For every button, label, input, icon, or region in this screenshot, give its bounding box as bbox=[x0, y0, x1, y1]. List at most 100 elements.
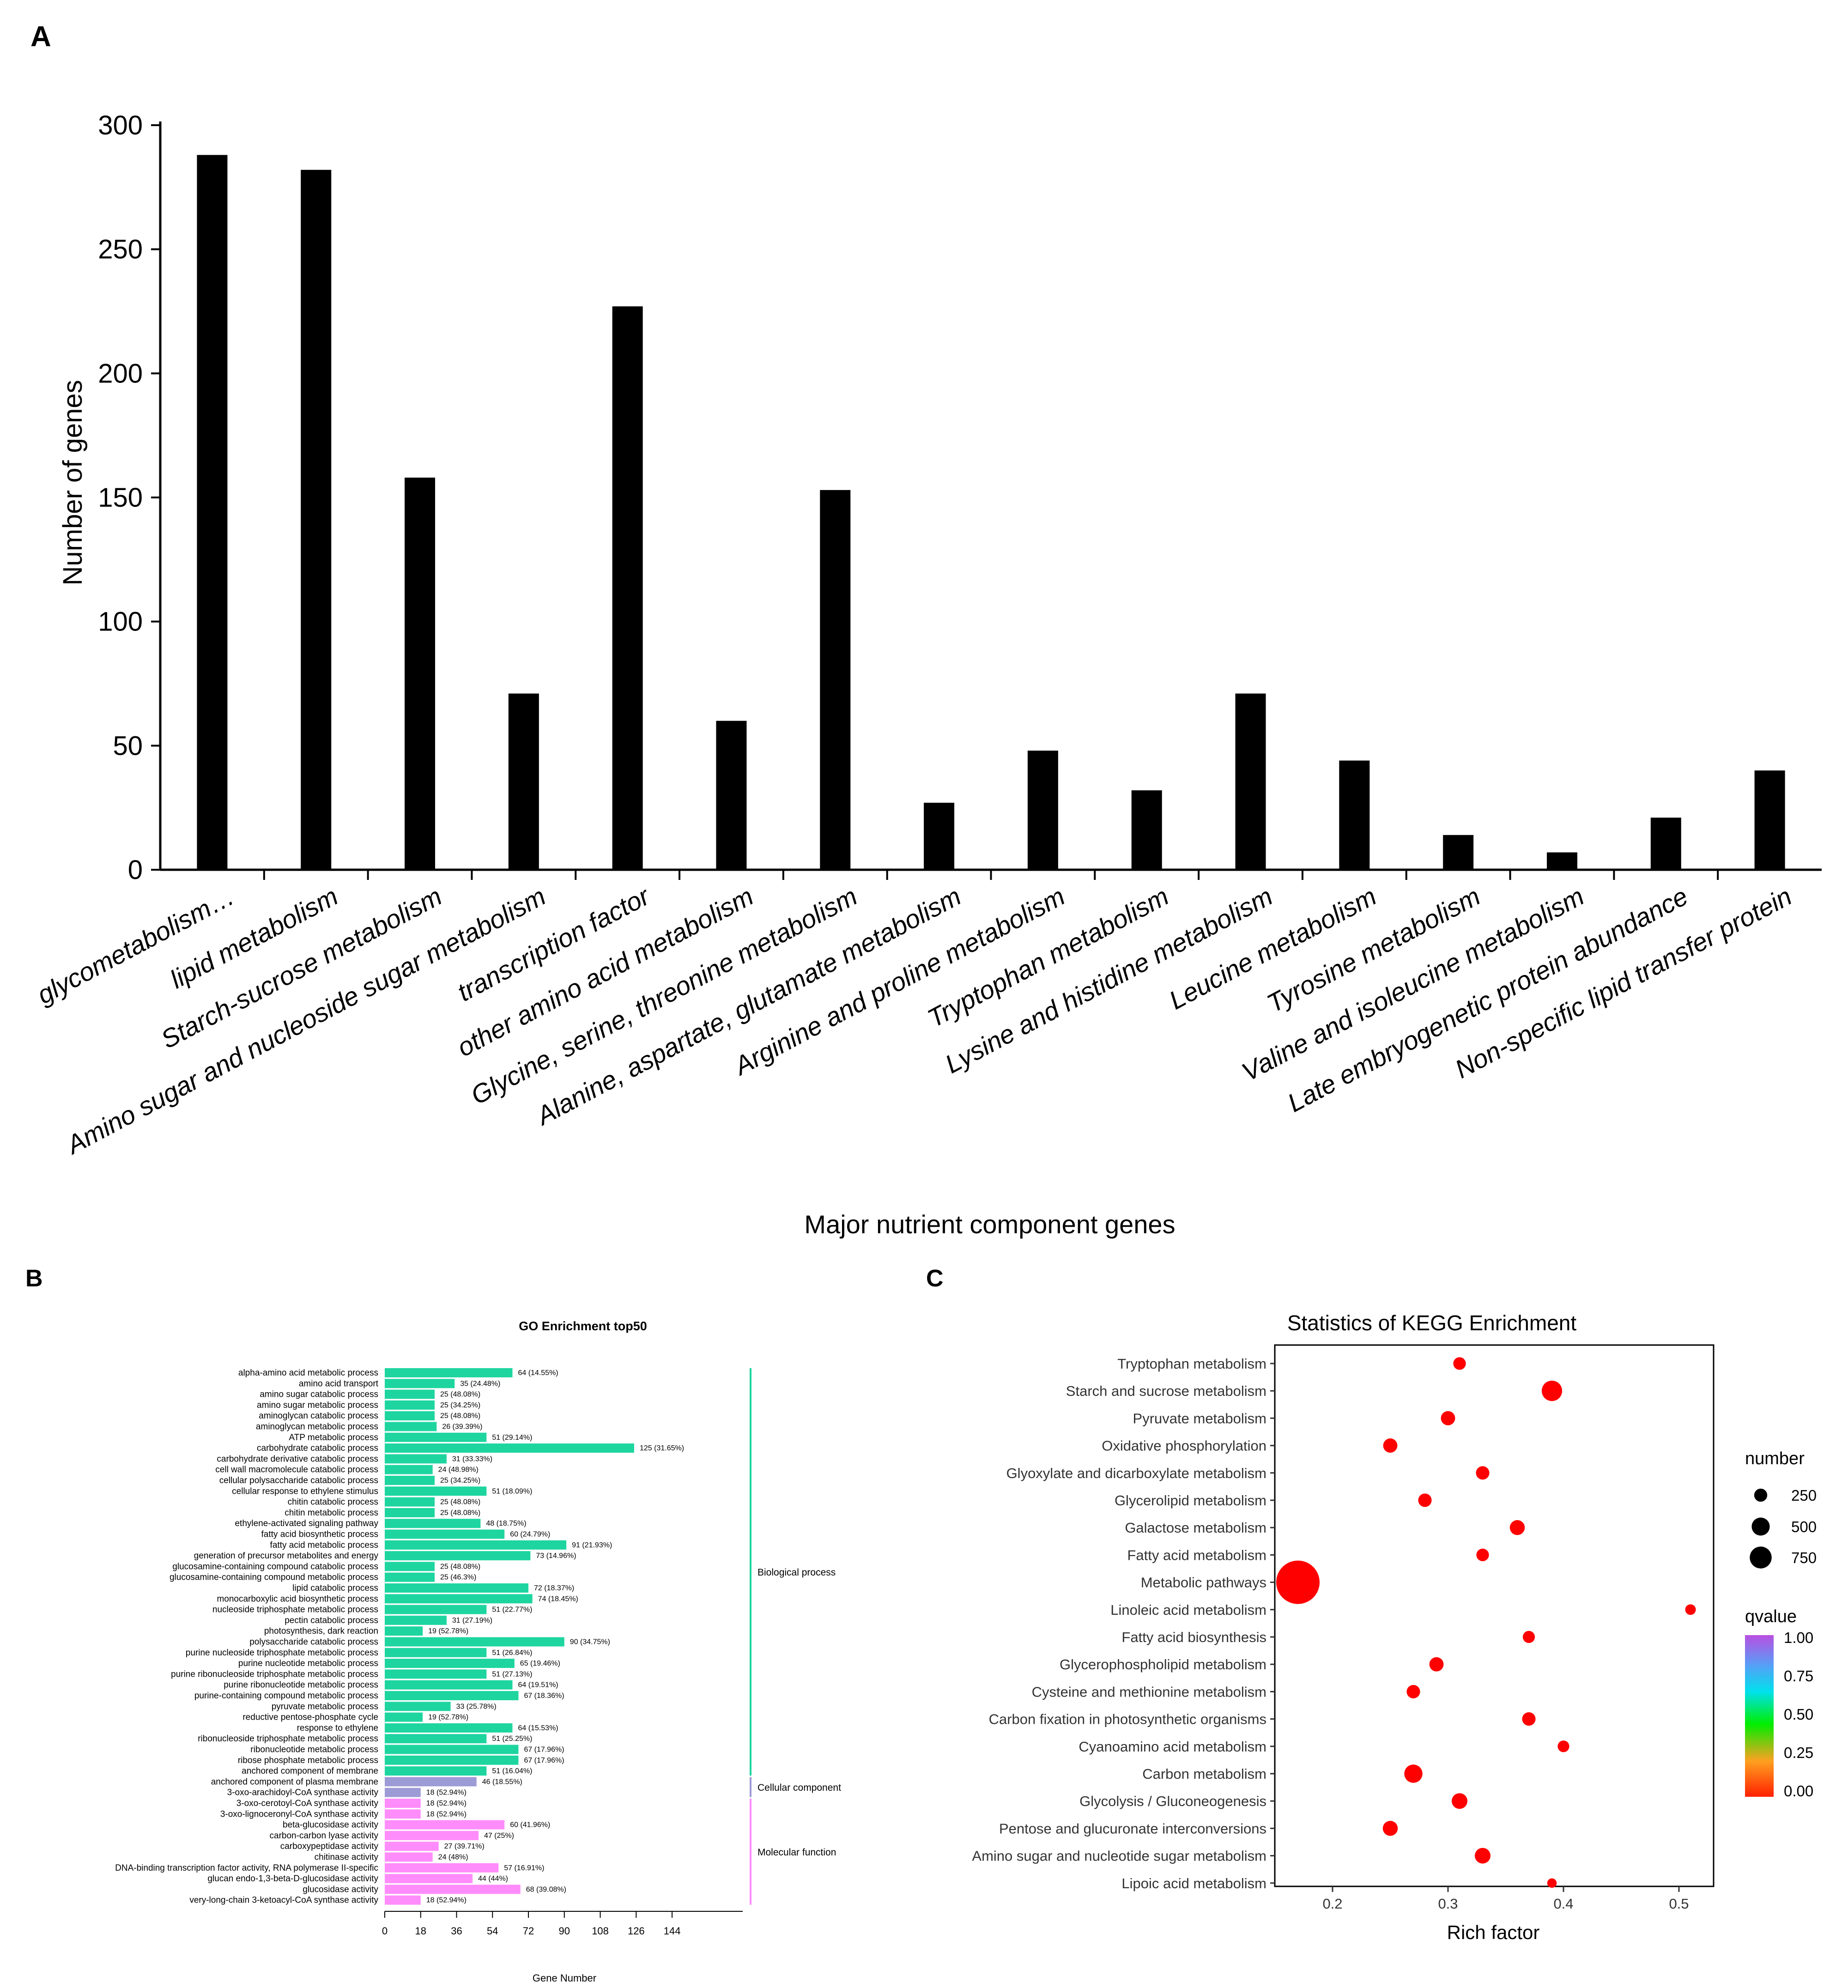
x-axis-label: Major nutrient component genes bbox=[804, 1210, 1175, 1239]
value-label: 44 (44%) bbox=[478, 1875, 508, 1883]
category-label: pyruvate metabolic process bbox=[272, 1702, 378, 1711]
value-label: 25 (34.25%) bbox=[440, 1477, 480, 1485]
value-label: 31 (33.33%) bbox=[452, 1455, 492, 1463]
x-tick-label: 0.5 bbox=[1669, 1896, 1689, 1912]
data-point bbox=[1541, 1381, 1563, 1401]
category-label: Carbon fixation in photosynthetic organi… bbox=[989, 1711, 1266, 1727]
x-tick-label: 90 bbox=[559, 1925, 570, 1937]
category-label: Starch and sucrose metabolism bbox=[1066, 1383, 1266, 1399]
category-label: Galactose metabolism bbox=[1125, 1520, 1266, 1536]
bar bbox=[385, 1874, 473, 1884]
data-point bbox=[1441, 1411, 1455, 1425]
bar bbox=[716, 721, 747, 870]
bar bbox=[385, 1734, 487, 1744]
data-point bbox=[1404, 1764, 1423, 1783]
category-label: chitin catabolic process bbox=[288, 1497, 378, 1507]
bar bbox=[385, 1615, 447, 1625]
chart-title: Statistics of KEGG Enrichment bbox=[1287, 1311, 1577, 1335]
data-point bbox=[1418, 1493, 1432, 1507]
data-point bbox=[1429, 1657, 1444, 1672]
bar bbox=[385, 1605, 487, 1614]
bar bbox=[385, 1379, 455, 1388]
category-label: ATP metabolic process bbox=[289, 1433, 378, 1443]
y-tick-label: 200 bbox=[98, 358, 143, 388]
bar bbox=[385, 1454, 447, 1464]
value-label: 25 (48.08%) bbox=[440, 1509, 480, 1517]
category-label: Oxidative phosphorylation bbox=[1102, 1438, 1266, 1454]
data-point bbox=[1476, 1466, 1490, 1480]
value-label: 57 (16.91%) bbox=[504, 1864, 544, 1872]
y-tick-label: 100 bbox=[98, 607, 143, 637]
color-legend-label: 0.75 bbox=[1784, 1667, 1813, 1685]
size-legend-dot bbox=[1751, 1517, 1770, 1536]
value-label: 91 (21.93%) bbox=[572, 1541, 612, 1549]
data-point bbox=[1406, 1685, 1420, 1698]
data-point bbox=[1522, 1630, 1535, 1643]
y-tick-label: 150 bbox=[98, 483, 143, 513]
category-label: amino sugar metabolic process bbox=[257, 1400, 378, 1410]
category-label: Glycerolipid metabolism bbox=[1115, 1492, 1266, 1509]
bar bbox=[385, 1529, 505, 1539]
bar bbox=[385, 1389, 435, 1399]
bar bbox=[385, 1745, 519, 1754]
data-point bbox=[1453, 1357, 1466, 1370]
category-label: carbohydrate derivative catabolic proces… bbox=[217, 1454, 378, 1464]
category-label: amino sugar catabolic process bbox=[260, 1390, 378, 1400]
bar bbox=[385, 1368, 513, 1377]
category-label: generation of precursor metabolites and … bbox=[194, 1551, 379, 1561]
value-label: 74 (18.45%) bbox=[538, 1595, 578, 1603]
data-point bbox=[1475, 1848, 1491, 1864]
bar bbox=[385, 1497, 435, 1507]
size-legend-dot bbox=[1750, 1546, 1772, 1569]
category-label: Glycerophospholipid metabolism bbox=[1060, 1656, 1266, 1673]
category-label: carboxypeptidase activity bbox=[280, 1842, 379, 1851]
bar bbox=[820, 490, 851, 870]
bar bbox=[385, 1830, 479, 1840]
category-label: anchored component of membrane bbox=[242, 1766, 378, 1776]
value-label: 51 (22.77%) bbox=[492, 1606, 532, 1614]
bar bbox=[385, 1659, 515, 1668]
bar bbox=[385, 1443, 634, 1453]
data-point bbox=[1557, 1740, 1569, 1752]
category-label: ribonucleoside triphosphate metabolic pr… bbox=[198, 1734, 378, 1744]
bar bbox=[385, 1809, 421, 1819]
value-label: 90 (34.75%) bbox=[570, 1638, 610, 1646]
value-label: 64 (14.55%) bbox=[518, 1369, 558, 1377]
color-legend-title: qvalue bbox=[1745, 1607, 1797, 1626]
y-axis-label: Number of genes bbox=[58, 380, 88, 586]
x-tick-label: 126 bbox=[628, 1925, 645, 1937]
category-label: very-long-chain 3-ketoacyl-CoA synthase … bbox=[189, 1896, 378, 1905]
size-legend-label: 250 bbox=[1791, 1487, 1817, 1504]
x-tick-label: 72 bbox=[523, 1925, 534, 1937]
bar bbox=[385, 1637, 564, 1647]
bar bbox=[405, 478, 436, 870]
data-point bbox=[1509, 1520, 1525, 1535]
size-legend-title: number bbox=[1745, 1449, 1805, 1468]
panel-label-b: B bbox=[25, 1265, 43, 1292]
value-label: 19 (52.78%) bbox=[428, 1714, 468, 1721]
bar bbox=[385, 1476, 435, 1485]
bar bbox=[385, 1755, 519, 1765]
bar bbox=[385, 1777, 477, 1787]
x-tick-label: 108 bbox=[592, 1925, 609, 1937]
value-label: 18 (52.94%) bbox=[426, 1800, 467, 1807]
category-label: 3-oxo-lignoceronyl-CoA synthase activity bbox=[220, 1809, 379, 1819]
bar bbox=[385, 1508, 435, 1517]
bar bbox=[385, 1895, 421, 1905]
bar bbox=[385, 1519, 481, 1528]
value-label: 18 (52.94%) bbox=[426, 1810, 467, 1818]
value-label: 18 (52.94%) bbox=[426, 1789, 467, 1797]
bar bbox=[301, 170, 332, 870]
value-label: 25 (34.25%) bbox=[440, 1401, 480, 1409]
value-label: 27 (39.71%) bbox=[444, 1843, 485, 1850]
category-label: ribose phosphate metabolic process bbox=[238, 1756, 378, 1765]
bar bbox=[385, 1648, 487, 1657]
category-label: Fatty acid metabolism bbox=[1127, 1547, 1267, 1563]
x-tick-label: 36 bbox=[451, 1925, 462, 1937]
y-tick-label: 250 bbox=[98, 235, 143, 265]
y-tick-label: 0 bbox=[128, 855, 143, 885]
category-label: Pentose and glucuronate interconversions bbox=[999, 1820, 1266, 1836]
y-tick-label: 300 bbox=[98, 110, 143, 140]
